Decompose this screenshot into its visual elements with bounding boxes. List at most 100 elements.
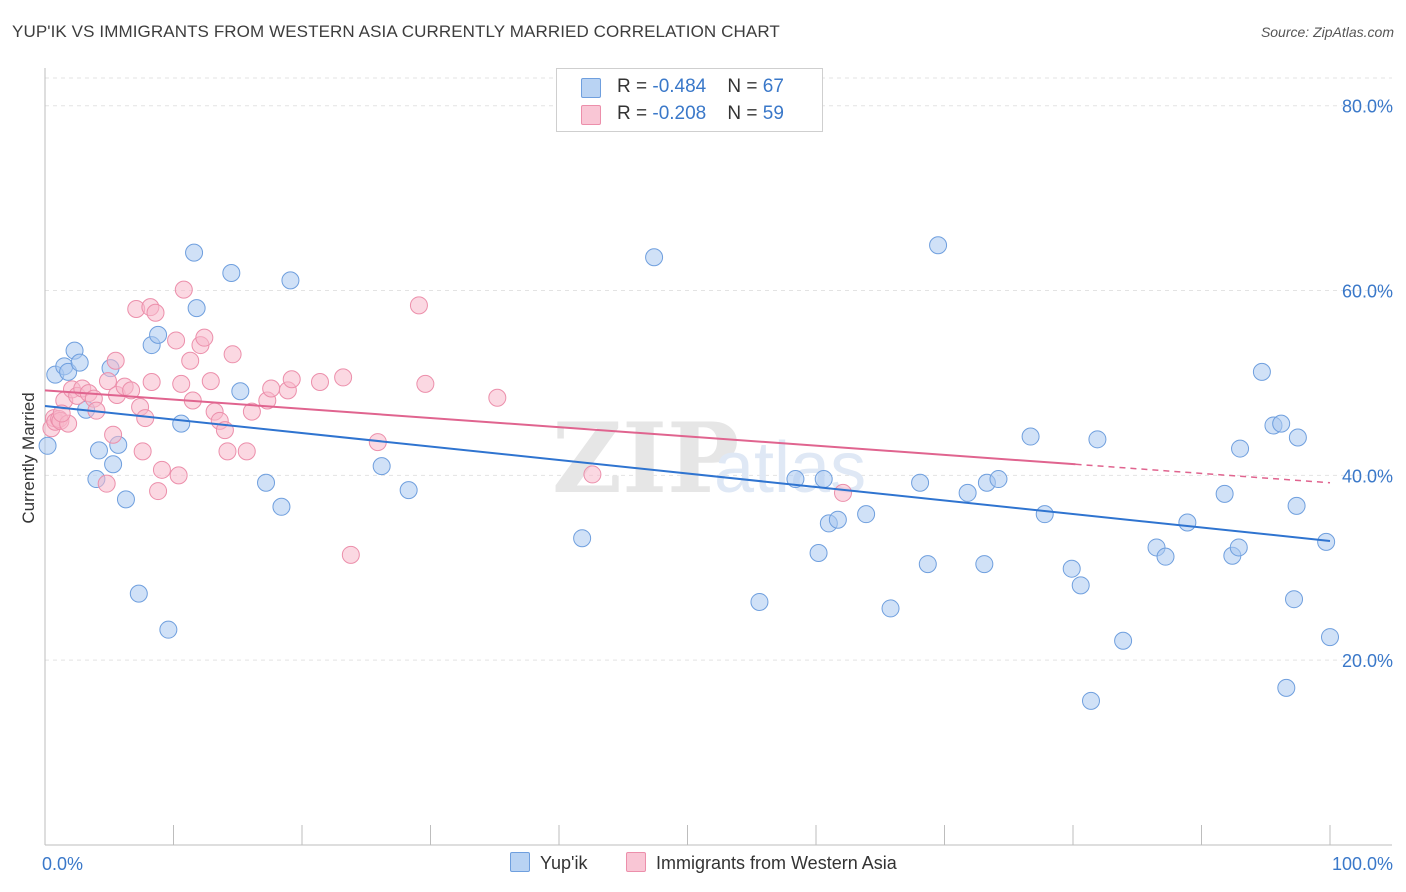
point-western-asia — [583, 465, 602, 484]
point-western-asia — [341, 545, 360, 564]
point-yupik — [828, 510, 847, 529]
point-yupik — [1156, 547, 1175, 566]
point-yupik — [1272, 414, 1291, 433]
chart-source: Source: ZipAtlas.com — [1260, 24, 1394, 40]
x-tick-label: 0.0% — [42, 854, 83, 874]
point-western-asia — [242, 402, 261, 421]
point-yupik — [231, 382, 250, 401]
point-yupik — [1081, 691, 1100, 710]
point-western-asia — [149, 482, 168, 501]
legend-n-value: 67 — [762, 76, 784, 97]
point-yupik — [975, 555, 994, 574]
point-western-asia — [201, 372, 220, 391]
point-yupik — [1062, 559, 1081, 578]
point-yupik — [918, 555, 937, 574]
point-yupik — [1317, 532, 1336, 551]
point-yupik — [222, 263, 241, 282]
series-legend-label-yupik: Yup'ik — [540, 853, 588, 873]
point-western-asia — [282, 370, 301, 389]
point-yupik — [1178, 513, 1197, 532]
point-western-asia — [172, 374, 191, 393]
legend-stats-western-asia: R = -0.208 N = 59 — [617, 103, 784, 125]
point-yupik — [399, 481, 418, 500]
series-legend-swatch-western-asia — [626, 852, 646, 872]
point-western-asia — [416, 374, 435, 393]
legend-n-label: N = — [727, 76, 763, 97]
series-legend-swatch-yupik — [510, 852, 530, 872]
tick-labels: 20.0% 40.0% 60.0% 80.0% 0.0% 100.0% Currently … — [19, 97, 1393, 874]
chart-title: YUP'IK VS IMMIGRANTS FROM WESTERN ASIA C… — [12, 22, 780, 41]
point-yupik — [1215, 484, 1234, 503]
point-yupik — [159, 620, 178, 639]
series-yupik-points — [38, 236, 1339, 710]
point-yupik — [1277, 678, 1296, 697]
point-yupik — [1071, 576, 1090, 595]
point-western-asia — [488, 388, 507, 407]
point-western-asia — [218, 442, 237, 461]
point-western-asia — [122, 381, 141, 400]
y-axis-label: Currently Married — [19, 392, 38, 523]
point-yupik — [786, 470, 805, 489]
point-western-asia — [152, 460, 171, 479]
point-yupik — [989, 470, 1008, 489]
point-western-asia — [223, 345, 242, 364]
y-tick-label: 80.0% — [1342, 97, 1393, 117]
point-western-asia — [195, 328, 214, 347]
point-yupik — [185, 243, 204, 262]
point-western-asia — [237, 442, 256, 461]
point-yupik — [1088, 430, 1107, 449]
series-legend-yupik: Yup'ik — [510, 852, 587, 874]
point-yupik — [257, 473, 276, 492]
point-western-asia — [167, 331, 186, 350]
point-western-asia — [169, 466, 188, 485]
point-yupik — [187, 299, 206, 318]
trend-line-western-asia-extension — [1075, 463, 1331, 484]
point-western-asia — [97, 474, 116, 493]
gridlines — [45, 77, 1392, 661]
correlation-legend: R = -0.484 N = 67 R = -0.208 N = 59 — [556, 68, 823, 132]
point-yupik — [149, 325, 168, 344]
point-western-asia — [104, 425, 123, 444]
point-yupik — [372, 457, 391, 476]
x-tick-label: 100.0% — [1332, 854, 1393, 874]
point-yupik — [1321, 628, 1339, 647]
point-western-asia — [833, 483, 852, 502]
point-yupik — [929, 236, 948, 255]
point-yupik — [814, 470, 833, 489]
point-western-asia — [409, 296, 428, 315]
legend-r-value: -0.484 — [652, 76, 707, 97]
point-yupik — [645, 248, 664, 267]
point-western-asia — [146, 303, 165, 322]
point-yupik — [89, 441, 108, 460]
point-western-asia — [98, 372, 117, 391]
point-western-asia — [106, 351, 125, 370]
point-yupik — [1231, 439, 1250, 458]
series-legend-label-western-asia: Immigrants from Western Asia — [656, 853, 897, 873]
y-tick-label: 20.0% — [1342, 651, 1393, 671]
legend-swatch-western-asia — [581, 105, 601, 125]
legend-r-label: R = — [617, 103, 653, 124]
point-western-asia — [174, 280, 193, 299]
legend-stats-yupik: R = -0.484 N = 67 — [617, 76, 784, 98]
point-western-asia — [310, 373, 329, 392]
point-yupik — [129, 584, 148, 603]
trend-line-yupik — [44, 405, 1331, 542]
point-yupik — [272, 497, 291, 516]
point-yupik — [70, 353, 89, 372]
legend-n-label: N = — [727, 103, 763, 124]
point-yupik — [104, 455, 123, 474]
point-yupik — [172, 414, 191, 433]
point-western-asia — [334, 368, 353, 387]
point-yupik — [958, 483, 977, 502]
legend-r-value: -0.208 — [652, 103, 707, 124]
point-yupik — [750, 592, 769, 611]
y-tick-label: 60.0% — [1342, 282, 1393, 302]
point-yupik — [1252, 362, 1271, 381]
trend-line-western-asia — [44, 389, 1076, 466]
point-yupik — [1035, 505, 1054, 524]
watermark-zip: ZIP — [552, 402, 739, 515]
axes — [44, 68, 1392, 846]
legend-r-label: R = — [617, 76, 653, 97]
point-yupik — [573, 529, 592, 548]
